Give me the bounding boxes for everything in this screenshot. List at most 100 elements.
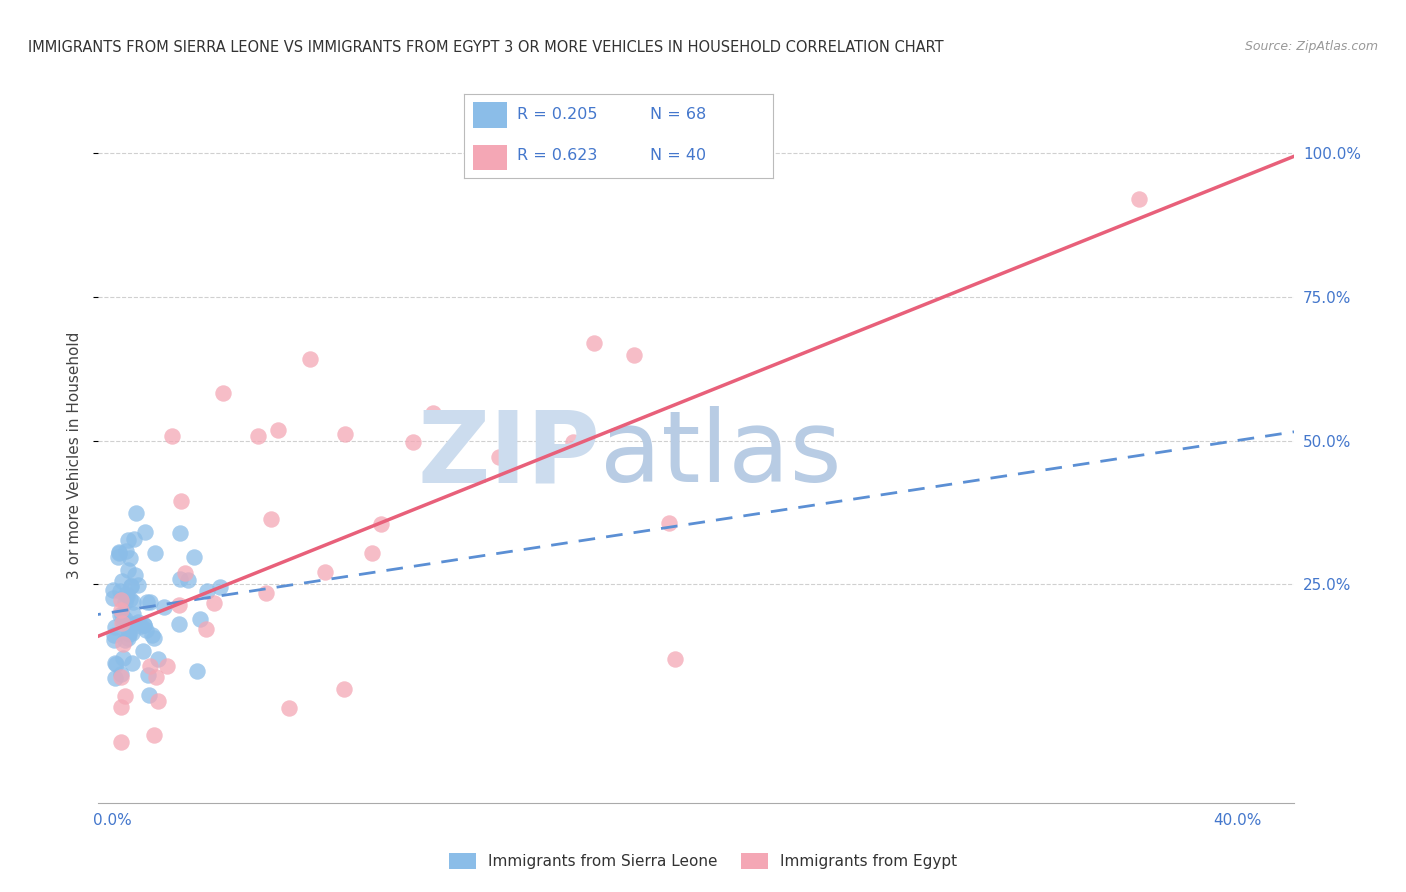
Point	[121, 657, 143, 671]
Point	[122, 595, 145, 609]
Point	[110, 593, 132, 607]
Point	[211, 386, 233, 401]
Point	[143, 728, 166, 742]
Point	[186, 664, 208, 678]
Point	[145, 670, 167, 684]
Text: N = 68: N = 68	[650, 107, 706, 122]
Point	[127, 615, 149, 630]
Point	[101, 591, 124, 605]
Point	[114, 587, 136, 601]
Point	[118, 625, 141, 640]
Point	[127, 578, 149, 592]
Point	[111, 650, 134, 665]
Point	[134, 525, 156, 540]
Point	[488, 450, 510, 464]
Point	[169, 572, 191, 586]
Point	[142, 631, 165, 645]
Point	[402, 435, 425, 450]
Point	[139, 659, 162, 673]
Text: IMMIGRANTS FROM SIERRA LEONE VS IMMIGRANTS FROM EGYPT 3 OR MORE VEHICLES IN HOUS: IMMIGRANTS FROM SIERRA LEONE VS IMMIGRAN…	[28, 40, 943, 55]
Text: R = 0.623: R = 0.623	[516, 148, 598, 163]
Point	[136, 595, 159, 609]
Point	[173, 566, 195, 580]
Text: atlas: atlas	[600, 407, 842, 503]
Point	[152, 600, 174, 615]
Point	[370, 517, 392, 532]
Point	[183, 549, 205, 564]
Point	[118, 627, 141, 641]
Point	[121, 626, 143, 640]
Point	[188, 612, 211, 626]
Point	[583, 336, 606, 351]
Point	[108, 545, 131, 559]
Point	[360, 546, 382, 560]
Point	[110, 735, 132, 749]
Point	[170, 494, 193, 508]
Point	[195, 583, 218, 598]
Point	[623, 348, 645, 362]
Point	[136, 667, 159, 681]
Point	[167, 616, 190, 631]
Point	[104, 671, 127, 685]
Point	[104, 620, 127, 634]
Point	[117, 589, 139, 603]
Point	[135, 623, 157, 637]
Point	[167, 599, 190, 613]
Point	[267, 423, 290, 437]
Point	[120, 579, 142, 593]
Point	[194, 622, 217, 636]
Point	[122, 617, 145, 632]
Point	[254, 585, 277, 599]
Point	[103, 583, 125, 598]
Y-axis label: 3 or more Vehicles in Household: 3 or more Vehicles in Household	[66, 331, 82, 579]
Point	[314, 565, 336, 579]
Legend: Immigrants from Sierra Leone, Immigrants from Egypt: Immigrants from Sierra Leone, Immigrants…	[443, 847, 963, 875]
Point	[132, 618, 155, 632]
Point	[107, 550, 129, 565]
Text: R = 0.205: R = 0.205	[516, 107, 598, 122]
Point	[260, 511, 283, 525]
Point	[118, 592, 141, 607]
Point	[246, 428, 269, 442]
Point	[177, 573, 200, 587]
Point	[115, 544, 138, 558]
Point	[117, 563, 139, 577]
Point	[114, 594, 136, 608]
Point	[299, 352, 322, 367]
Point	[664, 652, 686, 666]
Point	[111, 616, 134, 631]
Point	[160, 428, 183, 442]
Point	[208, 580, 231, 594]
Point	[110, 666, 132, 681]
Point	[202, 596, 225, 610]
Point	[108, 584, 131, 599]
Point	[108, 607, 131, 622]
Point	[110, 670, 132, 684]
Point	[105, 657, 128, 671]
Point	[143, 546, 166, 560]
Text: ZIP: ZIP	[418, 407, 600, 503]
Point	[118, 619, 141, 633]
Point	[110, 602, 132, 616]
Point	[103, 656, 125, 670]
Point	[169, 525, 191, 540]
Point	[1128, 192, 1150, 206]
Point	[124, 567, 146, 582]
Point	[658, 516, 681, 530]
Point	[333, 427, 356, 442]
Point	[156, 659, 179, 673]
Point	[141, 628, 163, 642]
Point	[114, 633, 136, 648]
Point	[122, 607, 145, 622]
Point	[148, 694, 170, 708]
Point	[117, 631, 139, 645]
Text: N = 40: N = 40	[650, 148, 706, 163]
Point	[111, 637, 134, 651]
Point	[108, 546, 131, 560]
Point	[103, 633, 125, 648]
Text: Source: ZipAtlas.com: Source: ZipAtlas.com	[1244, 40, 1378, 54]
Point	[139, 595, 162, 609]
Point	[110, 574, 132, 588]
Point	[122, 532, 145, 546]
Point	[562, 435, 585, 450]
